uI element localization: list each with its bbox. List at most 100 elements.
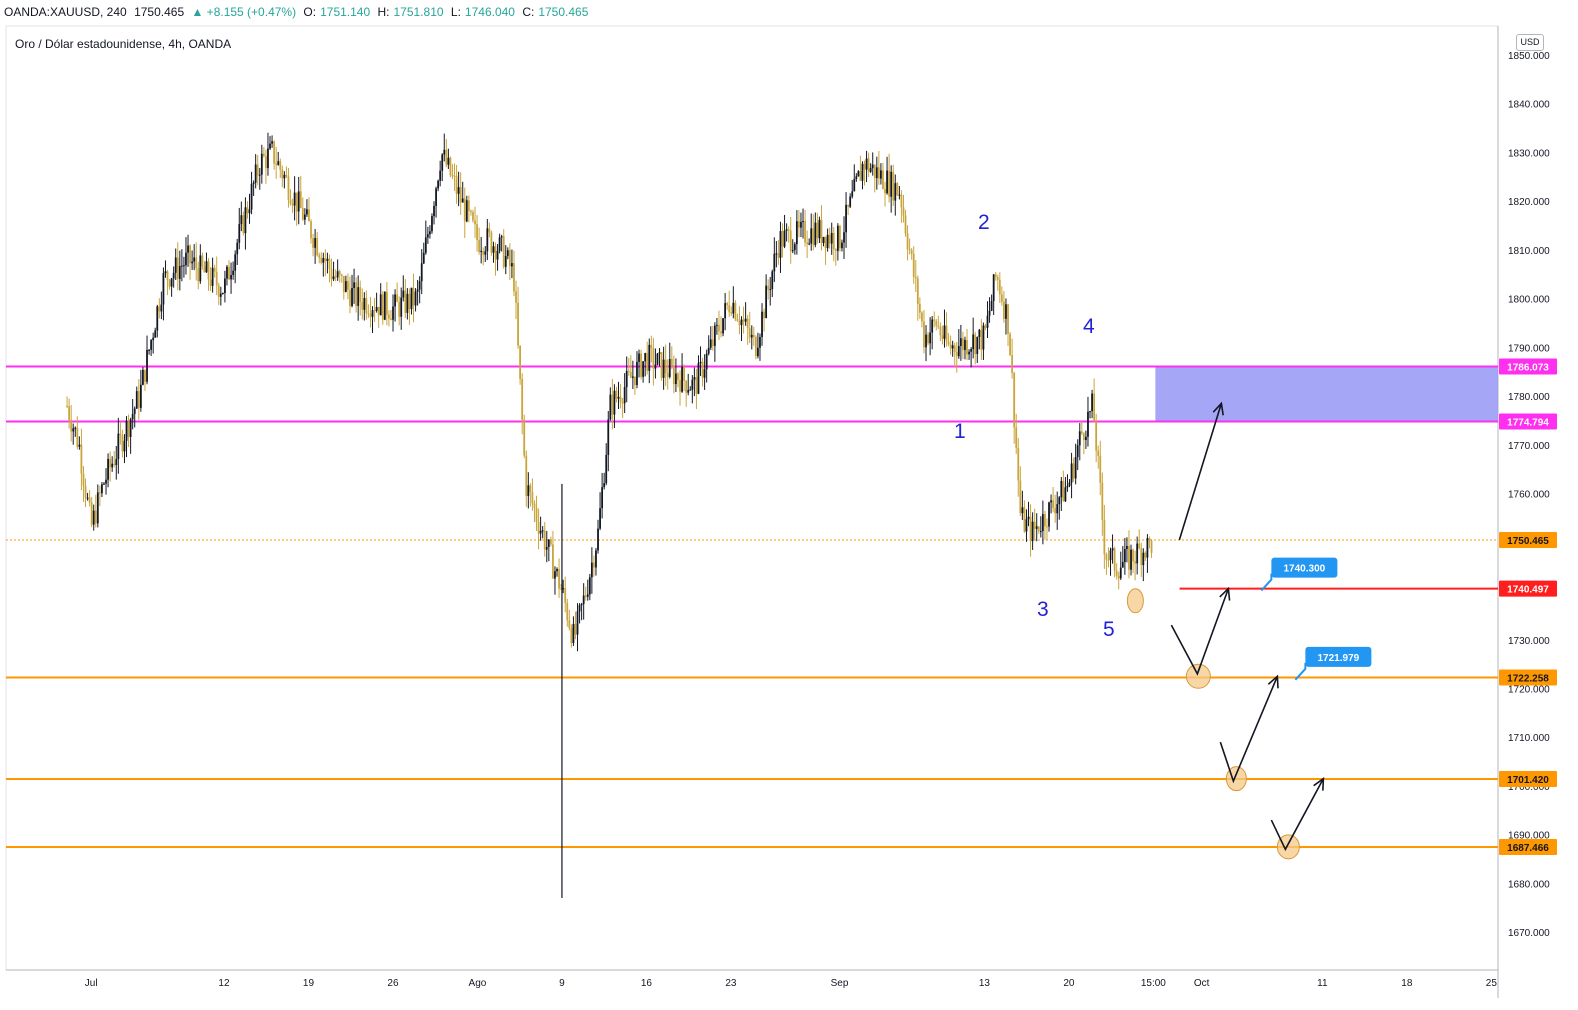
y-tick-label: 1710.000	[1508, 733, 1550, 744]
candle-body	[457, 187, 460, 194]
candle-body	[1035, 526, 1038, 529]
candle-body	[787, 229, 790, 231]
candle-body	[884, 189, 886, 194]
candle-body	[478, 240, 481, 253]
level-price-tag	[1499, 532, 1557, 549]
candle-body	[76, 427, 79, 447]
candle-body	[146, 349, 148, 382]
candle-body	[998, 279, 1001, 295]
price-tag[interactable]	[1305, 646, 1372, 667]
close-value: 1750.465	[538, 5, 589, 19]
candle-body	[258, 174, 261, 176]
candle-body	[1007, 304, 1009, 334]
candle-body	[802, 221, 804, 223]
candle-body	[603, 483, 606, 488]
candle-body	[394, 294, 396, 307]
candle-body	[129, 419, 132, 437]
candle-body	[195, 257, 198, 269]
candle-body	[806, 242, 809, 245]
candle-body	[931, 319, 934, 333]
candle-body	[781, 231, 784, 247]
target-zone[interactable]	[1155, 366, 1498, 422]
candle-body	[670, 358, 673, 366]
candle-body	[418, 281, 421, 290]
level-price-text: 1722.258	[1507, 673, 1549, 684]
bounce-arrow-1[interactable]	[1170, 588, 1230, 676]
candle-body	[691, 379, 694, 390]
candle-body	[724, 303, 727, 319]
candle-body	[902, 207, 905, 216]
symbol-label[interactable]: OANDA:XAUUSD, 240	[4, 5, 127, 19]
candle-body	[148, 349, 150, 351]
projection-arrow-up[interactable]	[1178, 403, 1223, 541]
candle-body	[180, 265, 183, 267]
candle-body	[488, 228, 491, 233]
candle-body	[254, 164, 257, 183]
candle-body	[131, 413, 134, 420]
candle-body	[359, 287, 362, 303]
x-tick-label: 11	[1317, 978, 1328, 989]
candle-body	[609, 394, 612, 420]
support-marker-3[interactable]	[1276, 834, 1300, 860]
candle-body	[463, 198, 466, 222]
x-tick-label: Jul	[85, 978, 98, 989]
candle-body	[810, 228, 813, 244]
candle-body	[301, 207, 304, 220]
candle-body	[164, 271, 167, 274]
candle-body	[174, 257, 177, 273]
wave5-marker[interactable]	[1126, 588, 1144, 614]
candle-body	[625, 370, 628, 388]
candle-body	[970, 349, 973, 352]
candle-body	[693, 377, 696, 380]
candle-body	[500, 236, 503, 238]
candle-body	[845, 204, 847, 233]
candle-body	[808, 243, 811, 245]
candle-body	[679, 380, 681, 392]
candle-body	[705, 353, 708, 370]
bounce-arrow-3[interactable]	[1270, 778, 1325, 852]
candle-body	[1095, 421, 1098, 451]
candle-body	[921, 312, 923, 322]
candle-body	[1056, 504, 1059, 514]
candle-body	[80, 444, 83, 474]
candle-body	[371, 310, 374, 317]
x-tick-label: 26	[387, 978, 399, 989]
candle-body	[660, 352, 663, 378]
candle-body	[740, 319, 743, 326]
candle-body	[1105, 554, 1108, 560]
candle-body	[84, 485, 87, 498]
candle-body	[152, 337, 155, 341]
candle-body	[962, 338, 964, 351]
candle-body	[943, 325, 946, 339]
candle-body	[783, 230, 786, 247]
candle-body	[342, 276, 345, 292]
currency-button[interactable]: USD	[1516, 34, 1544, 51]
candle-body	[648, 344, 651, 371]
price-tag[interactable]	[1271, 557, 1338, 578]
candle-body	[1123, 549, 1126, 562]
candle-body	[984, 325, 987, 328]
candle-body	[215, 271, 218, 286]
candle-body	[103, 483, 105, 485]
candle-body	[793, 244, 796, 251]
candle-body	[748, 328, 751, 338]
candle-body	[299, 191, 302, 208]
candle-body	[1050, 500, 1052, 503]
support-marker-1[interactable]	[1185, 663, 1211, 689]
y-tick-label: 1830.000	[1508, 148, 1550, 159]
y-tick-label: 1690.000	[1508, 831, 1550, 842]
candle-body	[533, 503, 536, 508]
candle-body	[285, 174, 288, 177]
candle-body	[1087, 411, 1089, 437]
candle-body	[498, 237, 501, 251]
candle-body	[1150, 540, 1153, 553]
candle-body	[242, 215, 245, 234]
candle-body	[824, 236, 827, 249]
candle-body	[861, 163, 864, 181]
candle-body	[414, 291, 417, 306]
bounce-arrow-2[interactable]	[1219, 675, 1279, 784]
candle-body	[185, 252, 187, 266]
candle-body	[863, 163, 866, 170]
candle-body	[736, 319, 739, 321]
